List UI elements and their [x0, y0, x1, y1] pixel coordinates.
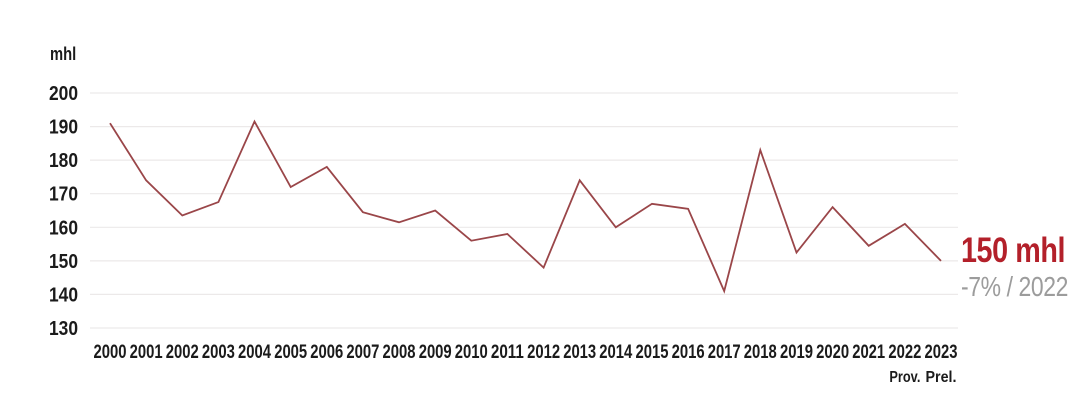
x-tick-label: 2006 — [310, 342, 343, 363]
x-tick-label: 2021 — [852, 342, 885, 363]
x-tick-sublabel: Prov. — [889, 369, 920, 386]
x-tick-label: 2012 — [527, 342, 560, 363]
x-tick-label: 2003 — [202, 342, 235, 363]
yoy-change-label: -7% / 2022 — [961, 271, 1068, 302]
y-tick-label: 160 — [49, 217, 78, 239]
x-tick-label: 2017 — [708, 342, 741, 363]
y-tick-label: 180 — [49, 150, 78, 172]
x-tick-label: 2023 — [925, 342, 958, 363]
x-tick-label: 2011 — [491, 342, 524, 363]
x-tick-label: 2000 — [94, 342, 127, 363]
x-tick-label: 2005 — [274, 342, 307, 363]
x-tick-label: 2022 — [888, 342, 921, 363]
x-tick-label: 2004 — [238, 342, 271, 363]
x-tick-label: 2014 — [599, 342, 632, 363]
x-tick-label: 2007 — [346, 342, 379, 363]
latest-value-annotation: 150 mhl -7% / 2022 — [961, 233, 1080, 301]
x-tick-sublabel: Prel. — [926, 369, 957, 386]
x-tick-label: 2015 — [636, 342, 669, 363]
x-tick-label: 2010 — [455, 342, 488, 363]
x-tick-label: 2018 — [744, 342, 777, 363]
y-tick-label: 170 — [49, 184, 78, 206]
x-tick-label: 2019 — [780, 342, 813, 363]
y-tick-label: 190 — [49, 117, 78, 139]
y-axis-unit-label: mhl — [50, 44, 77, 64]
y-tick-label: 130 — [49, 318, 78, 340]
latest-value-label: 150 mhl — [961, 231, 1066, 270]
y-tick-label: 140 — [49, 284, 78, 306]
x-tick-label: 2016 — [672, 342, 705, 363]
x-tick-label: 2002 — [166, 342, 199, 363]
y-tick-label: 150 — [49, 251, 78, 273]
x-tick-label: 2008 — [383, 342, 416, 363]
x-tick-label: 2001 — [130, 342, 163, 363]
x-tick-label: 2020 — [816, 342, 849, 363]
x-tick-label: 2013 — [563, 342, 596, 363]
production-line-series — [109, 119, 942, 294]
x-tick-label: 2009 — [419, 342, 452, 363]
y-tick-label: 200 — [49, 83, 78, 105]
